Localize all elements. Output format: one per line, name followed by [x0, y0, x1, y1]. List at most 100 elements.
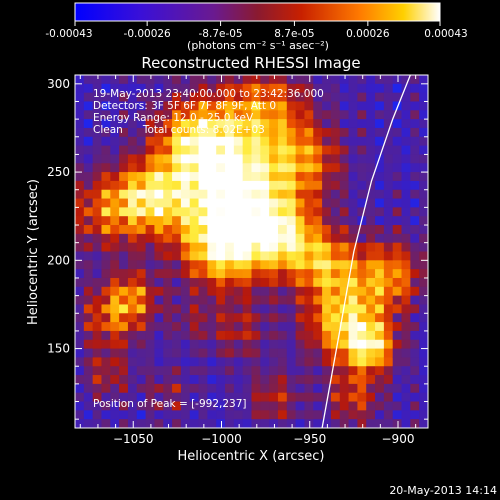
heatmap-cell: [410, 163, 420, 173]
heatmap-cell: [277, 207, 288, 217]
heatmap-cell: [401, 92, 411, 103]
heatmap-cell: [269, 410, 279, 420]
heatmap-cell: [410, 119, 420, 129]
heatmap-cell: [286, 419, 297, 428]
heatmap-cell: [163, 304, 173, 314]
heatmap-cell: [286, 375, 297, 385]
heatmap-cell: [295, 277, 306, 288]
heatmap-cell: [304, 207, 314, 217]
heatmap-cell: [410, 260, 420, 270]
heatmap-cell: [357, 277, 367, 288]
heatmap-cell: [136, 357, 147, 367]
heatmap-cell: [136, 83, 147, 94]
heatmap-cell: [83, 419, 94, 428]
heatmap-cell: [295, 286, 306, 297]
x-tick-label: −950: [293, 432, 326, 446]
heatmap-cell: [92, 207, 103, 217]
heatmap-cell: [180, 233, 191, 244]
heatmap-cell: [419, 313, 428, 323]
heatmap-cell: [277, 339, 288, 350]
heatmap-cell: [136, 110, 147, 120]
heatmap-cell: [277, 180, 288, 191]
heatmap-cell: [180, 410, 191, 420]
heatmap-cell: [383, 286, 394, 297]
heatmap-cell: [83, 410, 94, 420]
heatmap-cell: [392, 322, 403, 332]
heatmap-cell: [180, 277, 191, 288]
heatmap-cell: [295, 357, 306, 367]
heatmap-cell: [383, 233, 394, 244]
heatmap-cell: [172, 119, 182, 129]
heatmap-cell: [154, 269, 164, 279]
heatmap-cell: [216, 330, 226, 341]
heatmap-cell: [83, 83, 94, 94]
heatmap-cell: [383, 83, 394, 94]
heatmap-cell: [286, 401, 297, 411]
heatmap-cell: [216, 145, 226, 156]
heatmap-cell: [145, 366, 156, 376]
colorbar-tick-label: 0.00026: [346, 28, 390, 40]
heatmap-cell: [322, 375, 332, 385]
heatmap-cell: [172, 225, 182, 235]
heatmap-cell: [313, 225, 323, 235]
heatmap-cell: [251, 207, 261, 217]
heatmap-cell: [286, 216, 297, 226]
heatmap-cell: [401, 83, 411, 94]
heatmap-cell: [154, 75, 164, 85]
peak-position: Position of Peak = [-992,237]: [93, 398, 247, 410]
heatmap-cell: [92, 233, 103, 244]
heatmap-cell: [75, 277, 85, 288]
heatmap-cell: [207, 145, 217, 156]
heatmap-cell: [136, 375, 147, 385]
heatmap-cell: [357, 198, 367, 208]
heatmap-cell: [83, 207, 94, 217]
heatmap-cell: [172, 127, 182, 138]
heatmap-cell: [180, 375, 191, 385]
heatmap-cell: [401, 410, 411, 420]
heatmap-cell: [322, 242, 332, 253]
heatmap-cell: [154, 180, 164, 191]
heatmap-cell: [163, 286, 173, 297]
heatmap-cell: [295, 92, 306, 103]
heatmap-cell: [233, 269, 244, 279]
heatmap-cell: [127, 145, 138, 156]
heatmap-cell: [83, 260, 94, 270]
heatmap-cell: [260, 163, 270, 173]
heatmap-cell: [269, 83, 279, 94]
heatmap-cell: [233, 172, 244, 182]
heatmap-cell: [83, 251, 94, 261]
heatmap-cell: [304, 198, 314, 208]
heatmap-cell: [383, 401, 394, 411]
heatmap-cell: [339, 410, 350, 420]
heatmap-cell: [225, 348, 235, 358]
heatmap-cell: [154, 277, 164, 288]
heatmap-cell: [269, 92, 279, 103]
heatmap-cell: [375, 83, 385, 94]
heatmap-cell: [119, 233, 129, 244]
heatmap-cell: [127, 136, 138, 147]
heatmap-cell: [154, 163, 164, 173]
heatmap-cell: [233, 322, 244, 332]
heatmap-cell: [172, 419, 182, 428]
heatmap-cell: [375, 180, 385, 191]
heatmap-cell: [304, 75, 314, 85]
heatmap-cell: [322, 83, 332, 94]
heatmap-cell: [154, 286, 164, 297]
heatmap-cell: [410, 322, 420, 332]
heatmap-cell: [83, 392, 94, 403]
heatmap-cell: [383, 110, 394, 120]
heatmap-cell: [172, 269, 182, 279]
heatmap-cell: [286, 366, 297, 376]
heatmap-cell: [419, 163, 428, 173]
heatmap-cell: [75, 225, 85, 235]
heatmap-cell: [348, 225, 358, 235]
heatmap-cell: [251, 180, 261, 191]
heatmap-cell: [242, 251, 253, 261]
heatmap-cell: [119, 145, 129, 156]
heatmap-cell: [339, 154, 350, 164]
heatmap-cell: [330, 136, 341, 147]
heatmap-cell: [145, 330, 156, 341]
heatmap-cell: [154, 154, 164, 164]
heatmap-cell: [304, 304, 314, 314]
heatmap-cell: [251, 339, 261, 350]
